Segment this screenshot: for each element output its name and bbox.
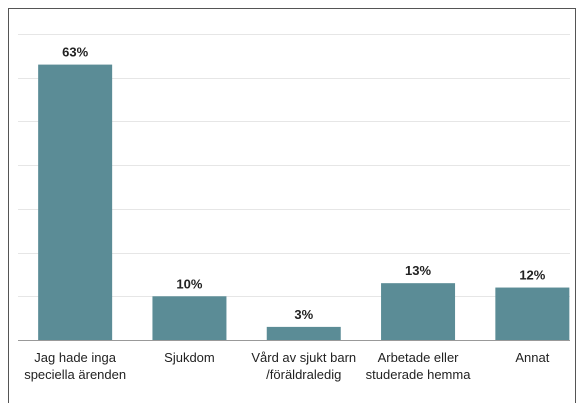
x-tick-label-line: studerade hemma (366, 367, 472, 382)
x-tick-label: Annat (515, 350, 549, 365)
bar (495, 287, 570, 340)
value-label: 10% (176, 276, 202, 291)
bar (266, 326, 341, 340)
bar (381, 283, 456, 340)
x-tick-label: Arbetade eller studerade hemma (366, 350, 472, 382)
x-tick-label: Jag hade inga speciella ärenden (24, 350, 126, 382)
bar (152, 296, 227, 340)
x-tick-label-line: Annat (515, 350, 549, 365)
value-label: 3% (294, 307, 313, 322)
x-tick-label-line: Arbetade eller (378, 350, 460, 365)
x-tick-label-line: speciella ärenden (24, 367, 126, 382)
x-tick-label: Sjukdom (164, 350, 215, 365)
x-tick-label: Vård av sjukt barn/föräldraledig (251, 350, 356, 382)
value-label: 63% (62, 45, 88, 60)
x-tick-label-line: Jag hade inga (34, 350, 116, 365)
x-tick-label-line: Sjukdom (164, 350, 215, 365)
value-label: 13% (405, 263, 431, 278)
frame (8, 8, 576, 403)
value-label: 12% (519, 268, 545, 283)
x-tick-label-line: /föräldraledig (266, 367, 341, 382)
x-tick-label-line: Vård av sjukt barn (251, 350, 356, 365)
bar (38, 64, 113, 340)
